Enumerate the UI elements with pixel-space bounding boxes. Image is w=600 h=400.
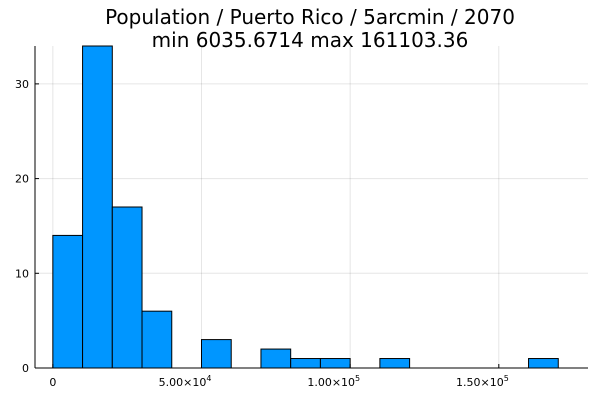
histogram-bar-5	[260, 348, 292, 369]
histogram-bar-3	[141, 310, 173, 369]
chart-title-line-1: Population / Puerto Rico / 5arcmin / 207…	[105, 5, 515, 29]
x-tick-label-3: 1.50×105	[456, 374, 509, 389]
x-tick-label-2: 1.00×105	[307, 374, 360, 389]
histogram-bar-0	[52, 234, 84, 369]
x-tick-label-0: 0	[49, 376, 56, 389]
y-tick-label-1: 10	[15, 267, 29, 280]
x-tick-label-1: 5.00×104	[159, 374, 212, 389]
axes-layer	[34, 46, 588, 369]
y-tick-label-3: 30	[15, 78, 29, 91]
histogram-bar-8	[379, 358, 411, 369]
histogram-bar-2	[111, 206, 143, 369]
y-tick-label-2: 20	[15, 173, 29, 186]
y-tick-label-0: 0	[22, 362, 29, 375]
histogram-bar-9	[528, 358, 559, 369]
chart-title-line-2: min 6035.6714 max 161103.36	[152, 28, 469, 52]
ticks-layer: 0 5.00×104 1.00×105 1.50×105 0 10 20 30	[15, 78, 509, 389]
histogram-bar-6	[290, 358, 321, 369]
histogram-bar-4	[200, 339, 232, 369]
histogram-bar-7	[319, 358, 351, 369]
histogram-bar-1	[82, 45, 113, 369]
bars-layer	[52, 45, 559, 369]
